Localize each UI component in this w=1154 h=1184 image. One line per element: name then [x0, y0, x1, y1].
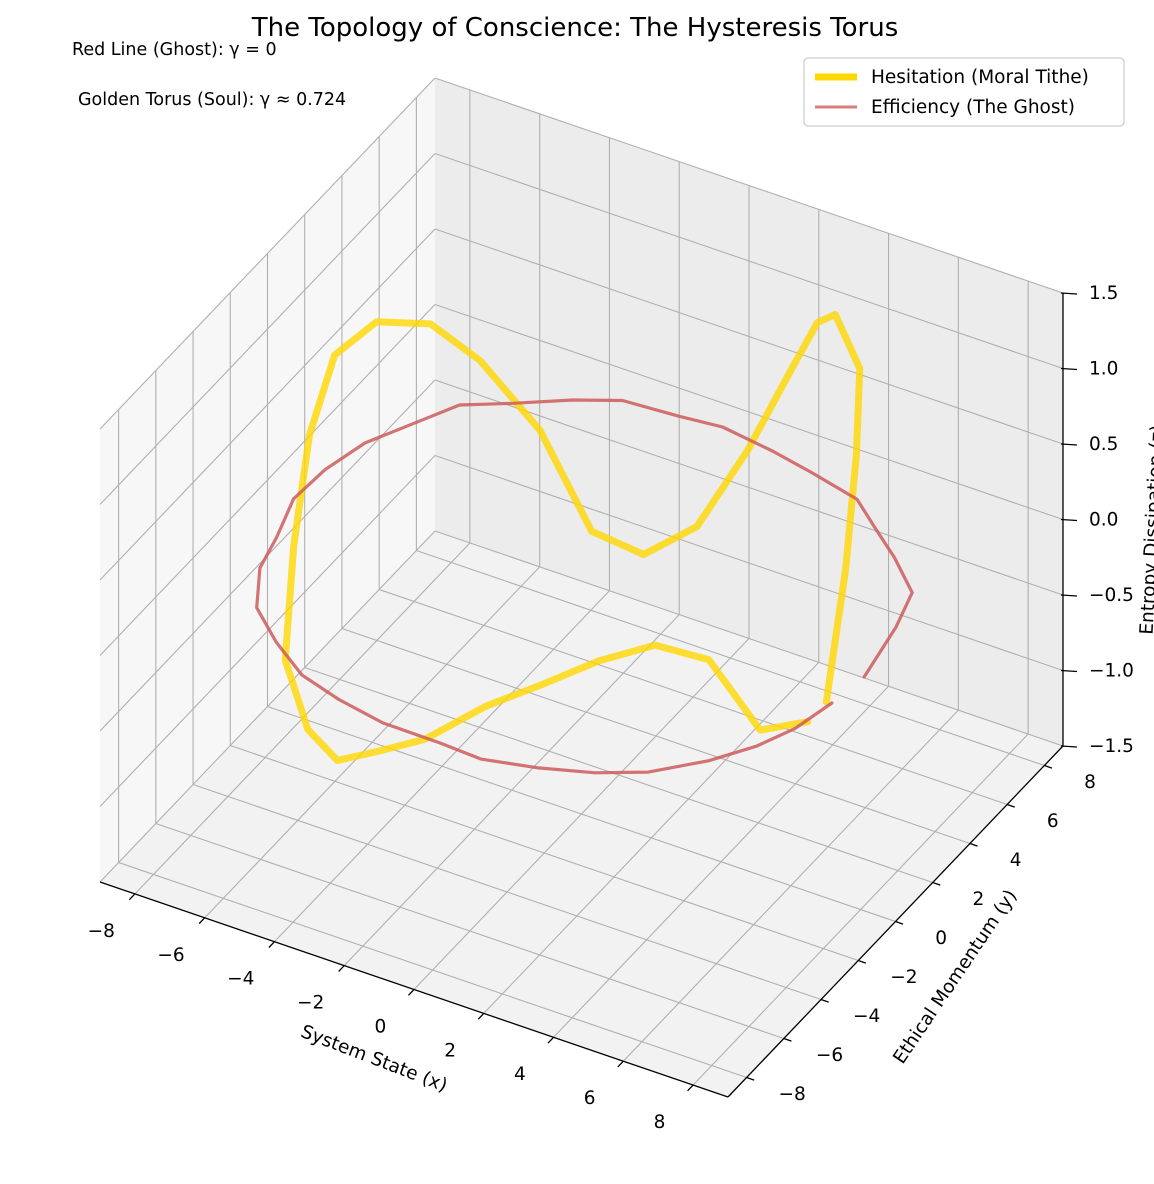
z-tick: [1060, 594, 1078, 597]
floor-gridline-y: [155, 822, 785, 1040]
back-wall-gridline-z: [434, 228, 1064, 445]
floor-gridline-y: [304, 666, 933, 884]
y-tick: [746, 1076, 755, 1081]
back-wall-gridline-z: [434, 454, 1064, 672]
floor-gridline-y: [192, 783, 822, 1001]
legend: Hesitation (Moral Tithe) Efficiency (The…: [803, 57, 1125, 127]
left-wall-gridline-z: [99, 77, 436, 430]
z-tick-label: 1.0: [1089, 359, 1118, 380]
x-tick-label: 0: [375, 1016, 387, 1037]
y-tick: [895, 920, 904, 925]
annotation-soul-gamma: Golden Torus (Soul): γ ≈ 0.724: [78, 90, 346, 110]
y-tick: [1006, 803, 1015, 808]
y-tick-label: 2: [973, 889, 985, 910]
z-tick: [1060, 518, 1078, 522]
axis-grid: [99, 77, 1064, 1086]
legend-box: [803, 57, 1125, 127]
y-tick: [820, 998, 829, 1003]
z-tick: [1060, 367, 1078, 371]
z-tick-label: 1.5: [1089, 283, 1118, 304]
left-wall-gridline-z: [99, 530, 436, 883]
z-tick-label: 0.5: [1089, 434, 1118, 455]
x-tick: [687, 1084, 694, 1092]
chart-title: The Topology of Conscience: The Hysteres…: [251, 13, 898, 43]
back-wall-gridline-z: [434, 152, 1064, 370]
x-tick-label: 8: [654, 1112, 666, 1133]
x-tick-label: −2: [297, 993, 324, 1014]
floor-gridline-y: [118, 861, 747, 1079]
left-wall-gridline-z: [99, 153, 436, 505]
z-axis-label: Entropy Dissipation (z): [1137, 424, 1154, 635]
y-tick: [858, 959, 867, 964]
x-tick: [547, 1036, 555, 1044]
y-tick: [969, 842, 978, 847]
y-tick-label: −4: [853, 1006, 880, 1027]
annotation-ghost-gamma: Red Line (Ghost): γ = 0: [72, 40, 277, 60]
series-layer: [255, 310, 914, 775]
x-tick: [408, 989, 415, 996]
x-tick-label: 4: [514, 1064, 526, 1085]
legend-label-efficiency: Efficiency (The Ghost): [871, 97, 1075, 118]
floor-gridline-y: [416, 549, 1045, 767]
z-tick: [1060, 669, 1078, 673]
tick-labels: −8 −6 −4 −2 0 2 4 6 8 −8 −6 −4 −2 0 2 4 6 8 −1.5 −1.0 −0.5 0.…: [88, 283, 1134, 1133]
z-tick-label: −1.0: [1089, 661, 1134, 682]
z-tick: [1060, 292, 1078, 295]
z-tick-label: 0.0: [1089, 510, 1118, 531]
y-tick: [1044, 764, 1053, 769]
x-tick-label: 2: [444, 1040, 456, 1061]
floor-gridline-y: [378, 588, 1008, 806]
x-tick: [477, 1012, 485, 1020]
y-tick: [932, 881, 941, 886]
y-tick-label: −6: [816, 1045, 843, 1066]
legend-label-hesitation: Hesitation (Moral Tithe): [871, 67, 1089, 88]
x-tick: [128, 893, 136, 901]
floor-gridline-y: [267, 705, 896, 923]
back-wall-gridline-z: [434, 303, 1064, 521]
y-tick-label: 6: [1047, 811, 1059, 832]
floor-gridline-y: [230, 744, 859, 962]
axis-lines: [99, 292, 1078, 1098]
x-tick: [338, 965, 345, 972]
x-tick: [268, 941, 275, 948]
z-tick: [1060, 443, 1078, 446]
y-tick-label: 8: [1084, 772, 1096, 793]
z-tick: [1060, 745, 1078, 748]
x-tick-label: 6: [584, 1088, 596, 1109]
y-tick-label: 4: [1010, 850, 1022, 871]
left-wall-gridline-z: [99, 455, 436, 807]
back-wall-gridline-z: [434, 379, 1064, 596]
x-tick-label: −4: [227, 969, 254, 990]
hesitation-series-line: [281, 310, 864, 764]
z-tick-label: −1.5: [1089, 736, 1134, 757]
y-tick-label: −2: [890, 967, 917, 988]
x-tick-label: −6: [157, 945, 184, 966]
y-tick-label: 0: [935, 928, 947, 949]
efficiency-series-line: [255, 398, 914, 775]
x-tick-label: −8: [88, 921, 115, 942]
y-tick-label: −8: [779, 1084, 806, 1105]
back-wall-gridline-z: [434, 77, 1064, 294]
left-wall-gridline-z: [99, 228, 436, 581]
axis-panes: [100, 78, 1063, 1097]
y-tick: [783, 1037, 792, 1042]
x-tick: [198, 917, 206, 925]
z-tick-label: −0.5: [1089, 585, 1134, 606]
x-tick: [617, 1060, 624, 1068]
floor-gridline-y: [341, 627, 971, 845]
left-wall-gridline-z: [99, 304, 436, 656]
back-wall-gridline-z: [434, 530, 1064, 747]
